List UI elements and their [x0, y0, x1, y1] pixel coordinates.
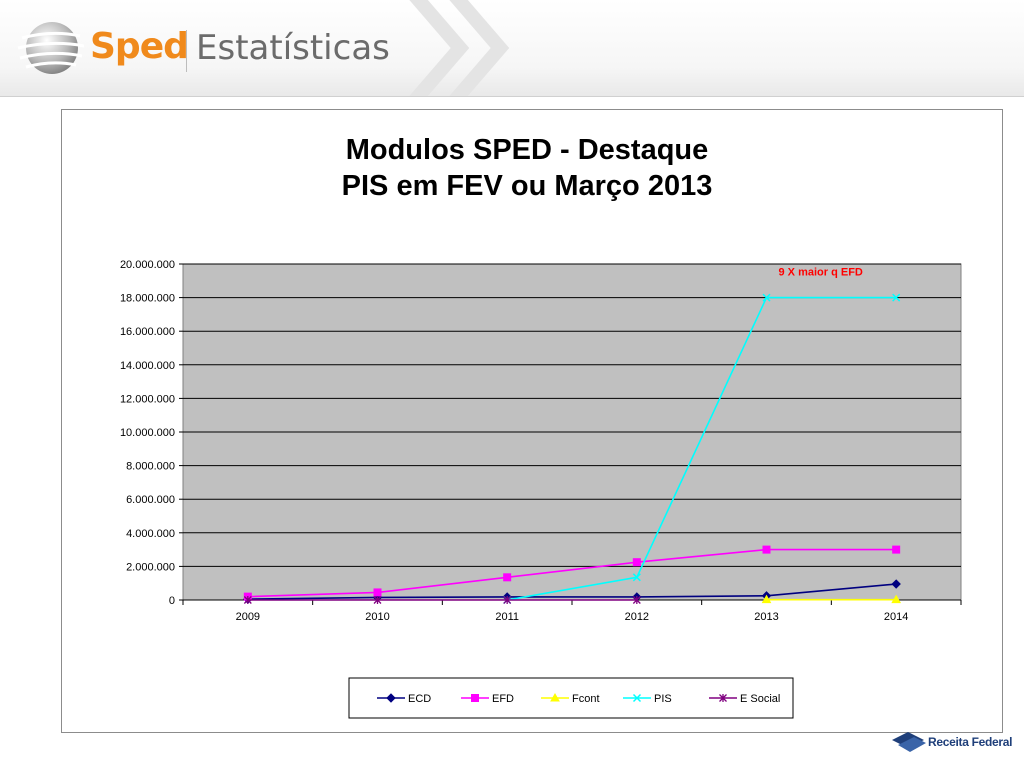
y-tick-label: 8.000.000 [126, 461, 175, 473]
chart-title-line-1: Modulos SPED - Destaque [346, 134, 709, 166]
series-line-ecd [247, 583, 897, 600]
y-tick-label: 10.000.000 [120, 427, 175, 439]
y-tick-label: 12.000.000 [120, 393, 175, 405]
y-tick-label: 0 [169, 595, 175, 607]
receita-federal-label: Receita Federal [928, 735, 1013, 749]
legend-marker-fcont [550, 692, 560, 702]
header-chevron-decoration [409, 0, 510, 96]
legend-marker-efd [471, 694, 479, 702]
x-tick-label: 2014 [884, 611, 908, 623]
legend-label-fcont: Fcont [572, 693, 600, 705]
data-point-fcont [761, 594, 772, 604]
annotation-label: 9 X maior q EFD [779, 266, 863, 278]
data-point-pis [762, 293, 771, 302]
legend-item-efd: EFD [461, 693, 514, 705]
data-point-e-social [632, 596, 641, 604]
y-tick-label: 6.000.000 [126, 494, 175, 506]
legend-item-ecd: ECD [377, 693, 431, 705]
x-tick-label: 2009 [236, 611, 260, 623]
slide-header: Sped Estatísticas [0, 0, 1024, 97]
data-point-e-social [503, 596, 512, 604]
legend-label-e-social: E Social [740, 693, 780, 705]
data-point-e-social [243, 596, 252, 604]
legend-item-fcont: Fcont [541, 692, 600, 705]
x-tick-label: 2011 [495, 611, 519, 623]
data-point-efd [632, 558, 641, 567]
series-e-social [243, 596, 641, 604]
chart-frame: Modulos SPED - Destaque PIS em FEV ou Mar… [61, 109, 1003, 733]
data-point-efd [503, 573, 512, 582]
legend-item-pis: PIS [623, 693, 672, 705]
sped-globe-icon [17, 22, 84, 74]
legend-marker-e-social [719, 694, 727, 702]
data-point-e-social [373, 596, 382, 604]
legend-marker-ecd [386, 693, 396, 703]
series-line-pis [507, 296, 897, 601]
data-point-efd [892, 545, 901, 554]
header-divider [186, 30, 187, 72]
data-point-efd [373, 588, 382, 597]
line-chart: Modulos SPED - Destaque PIS em FEV ou Mar… [120, 134, 962, 719]
y-tick-label: 2.000.000 [126, 561, 175, 573]
y-tick-label: 16.000.000 [120, 326, 175, 338]
y-tick-label: 18.000.000 [120, 293, 175, 305]
data-point-pis [632, 573, 641, 582]
receita-federal-logo-icon [892, 732, 926, 752]
chart-title-line-2: PIS em FEV ou Março 2013 [342, 170, 713, 202]
data-point-efd [762, 545, 771, 554]
legend-marker-pis [632, 693, 642, 703]
y-tick-label: 20.000.000 [120, 259, 175, 271]
legend-label-ecd: ECD [408, 693, 431, 705]
brand-logo-text: Sped [90, 26, 189, 67]
x-tick-label: 2013 [754, 611, 778, 623]
data-point-pis [892, 293, 901, 302]
data-point-fcont [891, 594, 902, 604]
legend-item-e-social: E Social [709, 693, 780, 705]
legend-label-efd: EFD [492, 693, 514, 705]
page-title: Estatísticas [196, 28, 390, 68]
series-fcont [761, 594, 902, 604]
y-tick-label: 14.000.000 [120, 360, 175, 372]
data-point-ecd [891, 579, 901, 589]
y-tick-label: 4.000.000 [126, 528, 175, 540]
legend-label-pis: PIS [654, 693, 672, 705]
x-tick-label: 2012 [625, 611, 649, 623]
series-line-efd [247, 548, 897, 598]
x-tick-label: 2010 [365, 611, 389, 623]
